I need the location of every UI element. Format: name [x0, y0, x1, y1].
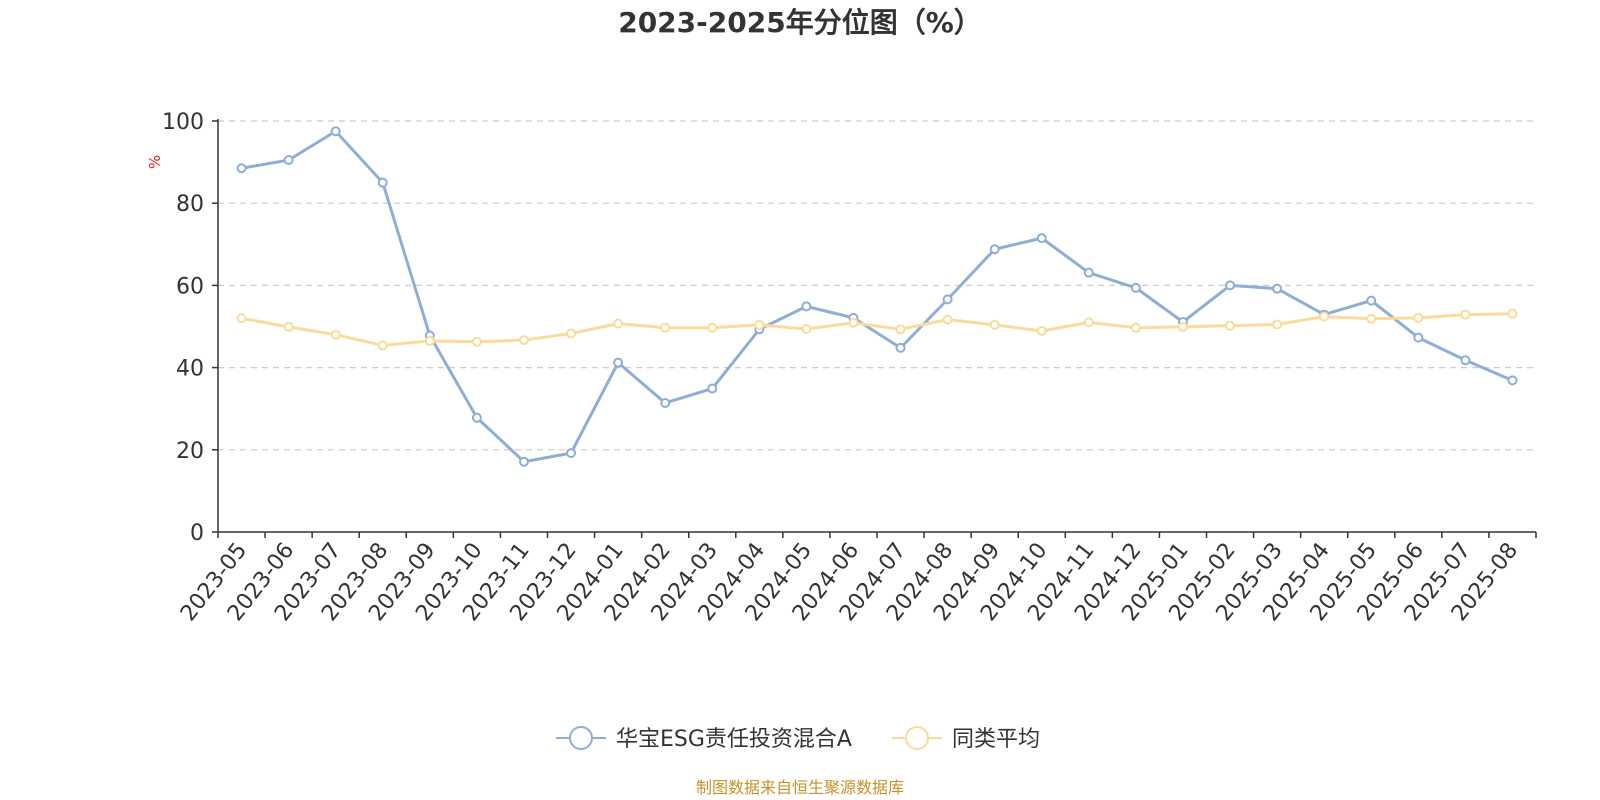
data-point[interactable]	[1460, 309, 1471, 320]
data-point[interactable]	[1225, 280, 1236, 291]
data-point[interactable]	[613, 318, 624, 329]
data-point[interactable]	[1083, 267, 1094, 278]
data-point[interactable]	[1036, 233, 1047, 244]
y-tick-label: 0	[190, 521, 204, 546]
data-point[interactable]	[471, 336, 482, 347]
data-point[interactable]	[895, 324, 906, 335]
data-point[interactable]	[518, 335, 529, 346]
legend-item-1[interactable]: 同类平均	[892, 726, 1040, 752]
data-point[interactable]	[566, 328, 577, 339]
legend-marker	[905, 726, 929, 750]
y-axis-unit: %	[146, 155, 164, 169]
legend-marker	[569, 726, 593, 750]
data-point[interactable]	[283, 155, 294, 166]
data-point[interactable]	[660, 322, 671, 333]
data-point[interactable]	[377, 177, 388, 188]
data-point[interactable]	[283, 321, 294, 332]
data-point[interactable]	[989, 244, 1000, 255]
data-point[interactable]	[801, 323, 812, 334]
data-point[interactable]	[1413, 312, 1424, 323]
data-point[interactable]	[330, 126, 341, 137]
chart-title: 2023-2025年分位图（%）	[618, 6, 982, 39]
data-point[interactable]	[1272, 319, 1283, 330]
legend-item-0[interactable]: 华宝ESG责任投资混合A	[556, 726, 852, 752]
data-point[interactable]	[942, 294, 953, 305]
y-tick-label: 20	[176, 439, 204, 464]
data-point[interactable]	[1225, 320, 1236, 331]
data-point[interactable]	[895, 342, 906, 353]
data-point[interactable]	[1272, 283, 1283, 294]
x-tick-labels: 2023-052023-062023-072023-082023-092023-…	[176, 538, 1523, 626]
data-point[interactable]	[377, 340, 388, 351]
data-point[interactable]	[236, 163, 247, 174]
data-point[interactable]	[566, 448, 577, 459]
data-point[interactable]	[707, 383, 718, 394]
data-point[interactable]	[1177, 321, 1188, 332]
y-tick-label: 100	[162, 110, 204, 135]
series-0	[236, 126, 1518, 467]
data-point[interactable]	[1507, 375, 1518, 386]
series-1	[236, 308, 1518, 351]
data-point[interactable]	[1036, 326, 1047, 337]
data-point[interactable]	[801, 301, 812, 312]
legend-label: 同类平均	[952, 727, 1040, 752]
data-point[interactable]	[754, 319, 765, 330]
y-tick-label: 40	[176, 357, 204, 382]
data-point[interactable]	[236, 313, 247, 324]
data-point[interactable]	[518, 456, 529, 467]
data-point[interactable]	[1083, 317, 1094, 328]
data-point[interactable]	[1413, 332, 1424, 343]
data-point[interactable]	[1319, 311, 1330, 322]
series-line	[241, 129, 1514, 464]
data-point[interactable]	[424, 335, 435, 346]
data-point[interactable]	[1460, 355, 1471, 366]
data-point[interactable]	[471, 412, 482, 423]
legend[interactable]: 华宝ESG责任投资混合A 同类平均	[556, 726, 1040, 752]
data-point[interactable]	[942, 314, 953, 325]
source-note: 制图数据来自恒生聚源数据库	[696, 778, 904, 797]
y-tick-label: 80	[176, 192, 204, 217]
series-line	[241, 312, 1513, 347]
data-point[interactable]	[613, 357, 624, 368]
data-point[interactable]	[707, 322, 718, 333]
y-tick-label: 60	[176, 274, 204, 299]
data-point[interactable]	[660, 397, 671, 408]
data-point[interactable]	[1366, 295, 1377, 306]
data-point[interactable]	[330, 329, 341, 340]
series-layer	[236, 126, 1518, 467]
data-point[interactable]	[989, 319, 1000, 330]
data-point[interactable]	[848, 317, 859, 328]
data-point[interactable]	[1366, 313, 1377, 324]
y-tick-labels: 0 20 40 60 80 100	[162, 110, 204, 546]
data-point[interactable]	[1130, 282, 1141, 293]
data-point[interactable]	[1130, 322, 1141, 333]
axes	[212, 119, 1537, 538]
legend-label: 华宝ESG责任投资混合A	[616, 727, 852, 752]
data-point[interactable]	[1507, 308, 1518, 319]
